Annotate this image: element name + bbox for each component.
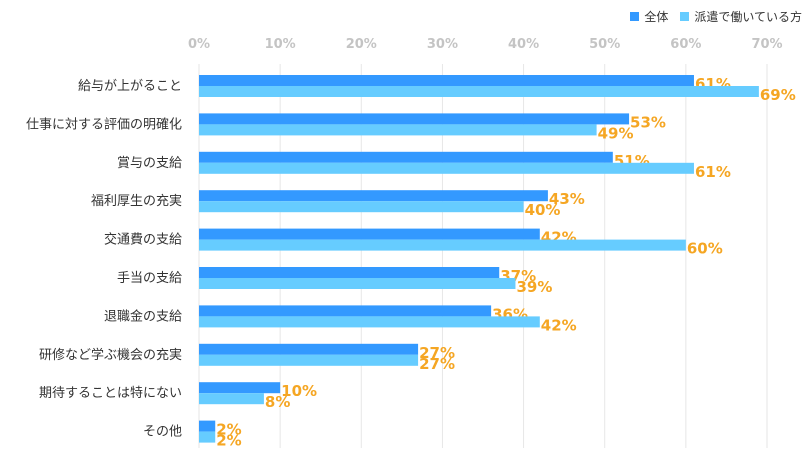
- data-label: 53%: [630, 113, 666, 131]
- category-label: 仕事に対する評価の明確化: [26, 116, 182, 132]
- category-label: 退職金の支給: [104, 308, 182, 324]
- bar: [199, 316, 540, 328]
- x-tick-label: 20%: [346, 37, 377, 52]
- bar: [199, 393, 264, 405]
- x-tick-label: 50%: [589, 37, 620, 52]
- data-label: 39%: [516, 278, 552, 296]
- bar: [199, 228, 540, 240]
- bar: [199, 431, 216, 443]
- category-label: 期待することは特にない: [39, 386, 182, 401]
- bar: [199, 86, 759, 97]
- bar: [199, 124, 597, 136]
- bar: [199, 162, 694, 174]
- bar: [199, 420, 216, 432]
- legend-label-overall: 全体: [644, 10, 669, 24]
- data-label: 69%: [760, 86, 796, 104]
- category-label: その他: [143, 425, 182, 440]
- bar: [199, 278, 516, 289]
- data-label: 27%: [419, 355, 455, 373]
- bar: [199, 305, 492, 317]
- legend-item-dispatch: 派遣で働いている方: [680, 8, 802, 25]
- data-label: 27%: [419, 344, 455, 362]
- x-tick-label: 70%: [751, 37, 782, 52]
- legend-item-overall: 全体: [630, 8, 668, 25]
- category-label: 研修など学ぶ機会の充実: [39, 347, 182, 363]
- x-tick-label: 10%: [265, 37, 296, 52]
- category-label: 賞与の支給: [117, 156, 182, 171]
- bar: [199, 75, 694, 86]
- legend-swatch-overall: [630, 12, 640, 21]
- bar: [199, 382, 281, 394]
- bar: [199, 354, 419, 366]
- data-label: 10%: [281, 382, 317, 400]
- bar: [199, 239, 686, 251]
- data-label: 60%: [687, 240, 723, 258]
- x-tick-label: 60%: [670, 37, 701, 52]
- category-label: 手当の支給: [117, 271, 182, 286]
- bar: [199, 190, 548, 202]
- data-label: 43%: [549, 190, 585, 208]
- data-label: 40%: [525, 201, 561, 219]
- data-label: 2%: [216, 432, 241, 450]
- x-tick-label: 30%: [427, 37, 458, 52]
- legend-swatch-dispatch: [680, 12, 690, 21]
- legend-label-dispatch: 派遣で働いている方: [694, 10, 802, 24]
- bar: [199, 151, 613, 163]
- bar: [199, 267, 500, 278]
- data-label: 61%: [695, 163, 731, 181]
- data-label: 2%: [216, 421, 241, 439]
- legend: 全体 派遣で働いている方: [618, 8, 802, 25]
- bar: [199, 201, 524, 213]
- bar: [199, 113, 630, 125]
- x-tick-label: 0%: [188, 37, 210, 52]
- x-tick-label: 40%: [508, 37, 539, 52]
- data-label: 42%: [541, 316, 577, 334]
- category-label: 福利厚生の充実: [91, 193, 182, 209]
- category-label: 交通費の支給: [104, 232, 182, 248]
- bar: [199, 343, 419, 355]
- data-label: 49%: [598, 124, 634, 142]
- data-label: 8%: [265, 393, 290, 411]
- category-label: 給与が上がること: [78, 79, 182, 94]
